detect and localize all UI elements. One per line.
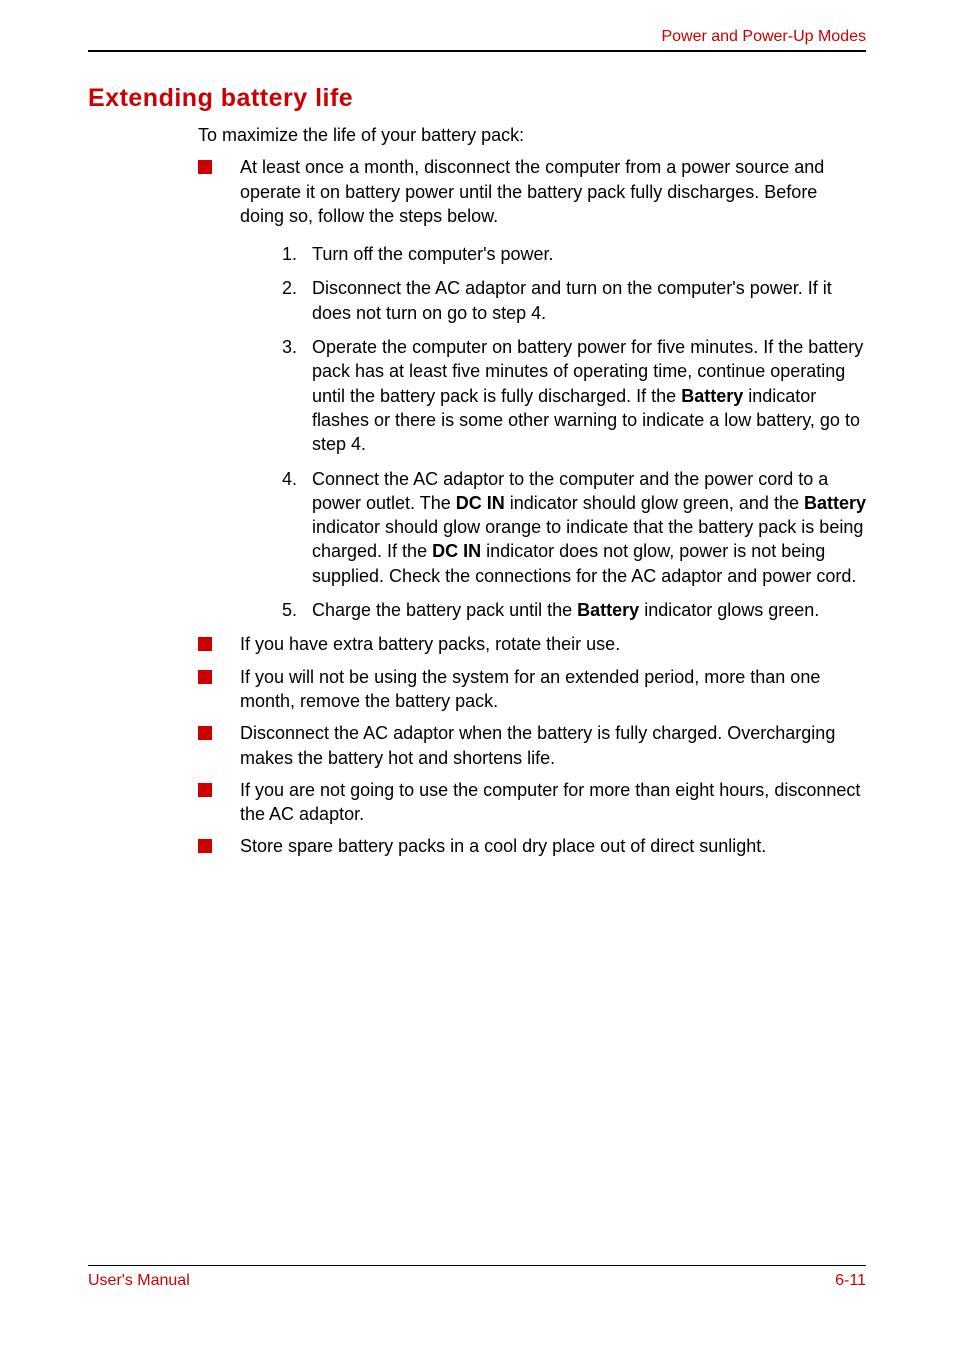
bullet-text: Store spare battery packs in a cool dry … xyxy=(240,836,766,856)
step-text: Charge the battery pack until the Batter… xyxy=(312,600,819,620)
page-header: Power and Power-Up Modes xyxy=(88,28,866,52)
numbered-item: 1. Turn off the computer's power. xyxy=(282,242,866,266)
bullet-text: At least once a month, disconnect the co… xyxy=(240,157,824,226)
footer-manual-label: User's Manual xyxy=(88,1272,190,1290)
bullet-item: At least once a month, disconnect the co… xyxy=(198,155,866,622)
header-title: Power and Power-Up Modes xyxy=(661,28,866,45)
step-text: Turn off the computer's power. xyxy=(312,244,554,264)
footer-page-number: 6-11 xyxy=(835,1272,866,1290)
step-number: 5. xyxy=(282,598,297,622)
numbered-item: 4. Connect the AC adaptor to the compute… xyxy=(282,467,866,588)
numbered-list: 1. Turn off the computer's power. 2. Dis… xyxy=(282,242,866,622)
section-heading: Extending battery life xyxy=(88,84,866,113)
step-text: Connect the AC adaptor to the computer a… xyxy=(312,469,866,586)
step-number: 4. xyxy=(282,467,297,491)
step-text: Disconnect the AC adaptor and turn on th… xyxy=(312,278,832,322)
numbered-item: 3. Operate the computer on battery power… xyxy=(282,335,866,456)
bullet-item: If you are not going to use the computer… xyxy=(198,778,866,827)
bullet-list: At least once a month, disconnect the co… xyxy=(198,155,866,858)
step-text: Operate the computer on battery power fo… xyxy=(312,337,863,454)
step-number: 2. xyxy=(282,276,297,300)
numbered-item: 2. Disconnect the AC adaptor and turn on… xyxy=(282,276,866,325)
step-number: 1. xyxy=(282,242,297,266)
bullet-text: Disconnect the AC adaptor when the batte… xyxy=(240,723,835,767)
page-footer: User's Manual 6-11 xyxy=(88,1265,866,1290)
bullet-item: Disconnect the AC adaptor when the batte… xyxy=(198,721,866,770)
bullet-item: Store spare battery packs in a cool dry … xyxy=(198,834,866,858)
numbered-item: 5. Charge the battery pack until the Bat… xyxy=(282,598,866,622)
bullet-text: If you are not going to use the computer… xyxy=(240,780,860,824)
step-number: 3. xyxy=(282,335,297,359)
bullet-item: If you have extra battery packs, rotate … xyxy=(198,632,866,656)
bullet-text: If you will not be using the system for … xyxy=(240,667,820,711)
intro-text: To maximize the life of your battery pac… xyxy=(198,123,866,147)
bullet-item: If you will not be using the system for … xyxy=(198,665,866,714)
bullet-text: If you have extra battery packs, rotate … xyxy=(240,634,620,654)
